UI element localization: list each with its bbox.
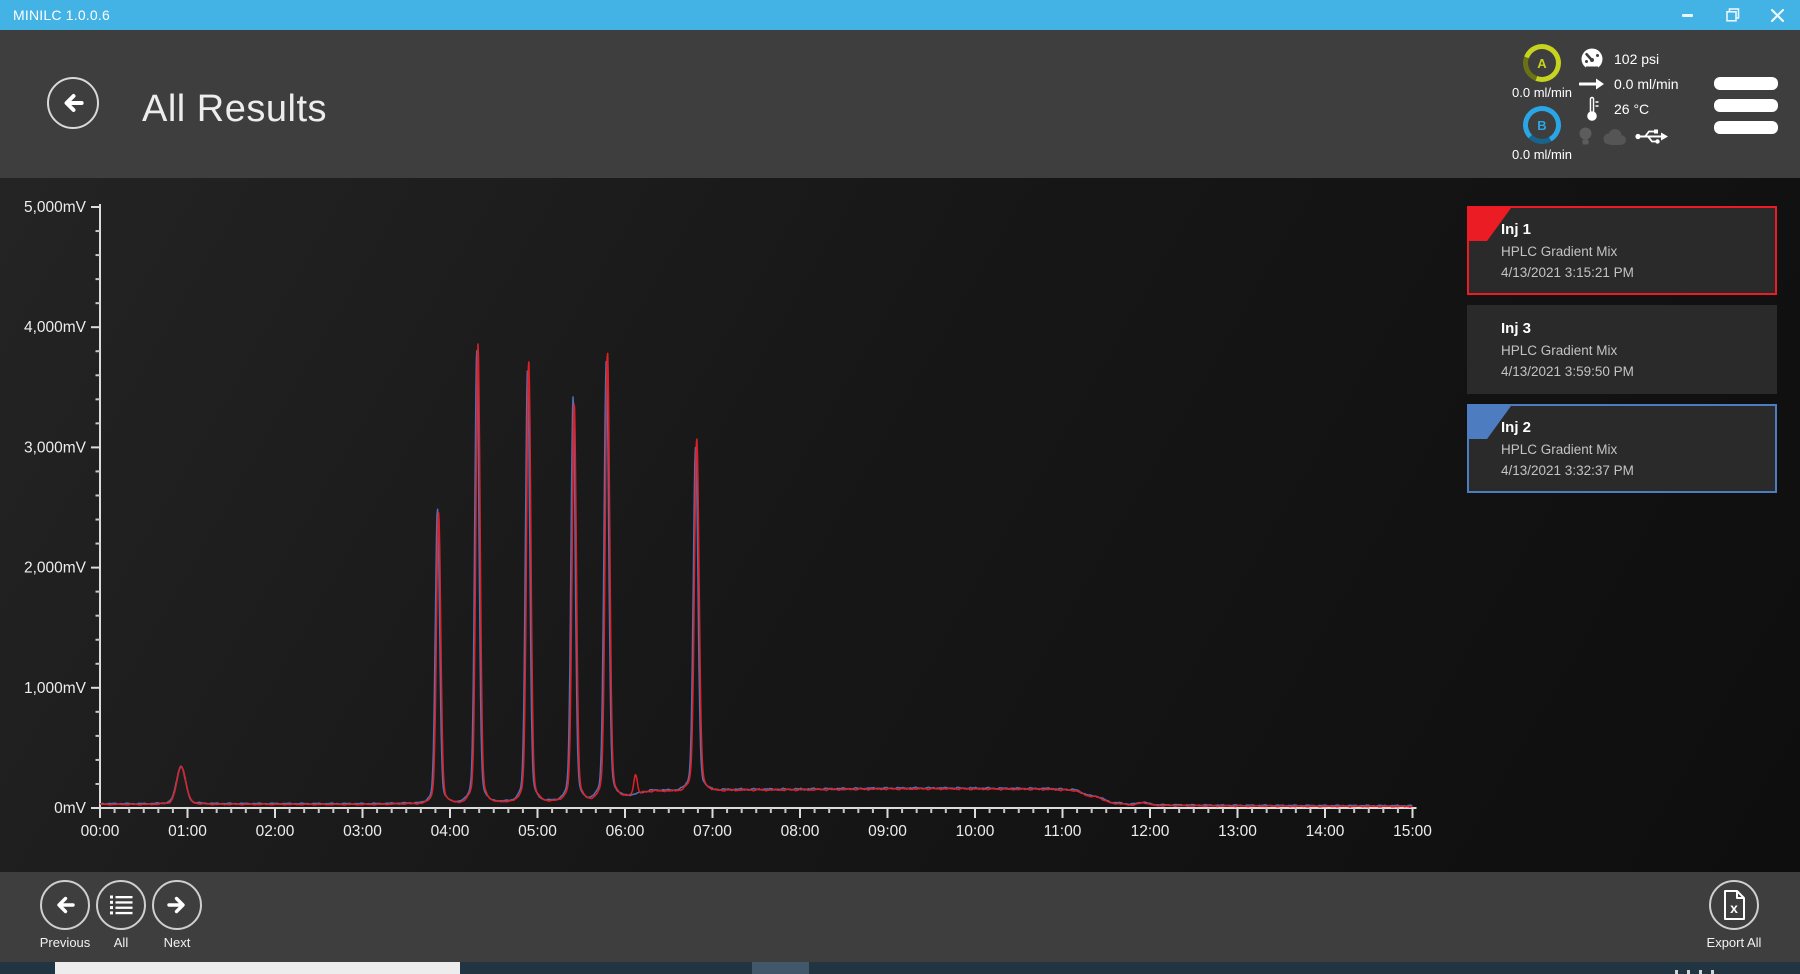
x-tick-label: 11:00 xyxy=(1044,823,1082,840)
pressure-value: 102 psi xyxy=(1614,51,1660,67)
result-name: Inj 1 xyxy=(1501,221,1532,238)
flow-status: 0.0 ml/min xyxy=(1578,73,1688,95)
result-method: HPLC Gradient Mix xyxy=(1501,343,1618,358)
x-tick-label: 09:00 xyxy=(868,823,907,840)
x-tick-label: 01:00 xyxy=(168,823,207,840)
excel-export-icon: x xyxy=(1723,890,1745,920)
result-card[interactable]: Inj 2 HPLC Gradient Mix 4/13/2021 3:32:37 … xyxy=(1467,404,1777,493)
usb-icon xyxy=(1635,129,1668,144)
taskbar-clock-clipped xyxy=(1675,970,1714,974)
header: All Results A 0.0 ml/min B 0.0 ml/min xyxy=(0,30,1800,178)
result-timestamp: 4/13/2021 3:15:21 PM xyxy=(1501,265,1634,280)
chart-axes xyxy=(99,204,1417,809)
y-tick-label: 3,000mV xyxy=(24,439,87,456)
menu-icon xyxy=(1714,77,1778,90)
pump-b-flow: 0.0 ml/min xyxy=(1512,147,1572,162)
x-tick-label: 05:00 xyxy=(518,823,557,840)
main-area: 0mV 1,000mV 2,000mV 3,000mV 4,000mV 5,000mV 00… xyxy=(0,178,1800,872)
previous-button[interactable]: Previous xyxy=(37,880,93,950)
os-taskbar[interactable] xyxy=(0,962,1800,974)
flow-value: 0.0 ml/min xyxy=(1614,76,1679,92)
pump-b-label: B xyxy=(1528,111,1556,139)
x-tick-label: 03:00 xyxy=(343,823,382,840)
x-tick-label: 14:00 xyxy=(1306,823,1345,840)
all-button[interactable]: All xyxy=(93,880,149,950)
result-method: HPLC Gradient Mix xyxy=(1501,442,1618,457)
pump-a-indicator[interactable]: A xyxy=(1523,44,1561,82)
taskbar-item[interactable] xyxy=(752,962,809,974)
all-label: All xyxy=(113,935,129,950)
x-tick-label: 10:00 xyxy=(956,823,995,840)
x-tick-label: 13:00 xyxy=(1218,823,1257,840)
x-tick-label: 07:00 xyxy=(693,823,732,840)
list-icon xyxy=(109,895,132,914)
pressure-status: 102 psi xyxy=(1578,48,1688,71)
flow-arrow-icon xyxy=(1579,78,1604,90)
bottom-toolbar: Previous All Next xyxy=(0,872,1800,962)
thermometer-icon xyxy=(1587,96,1599,121)
window-title: MINILC 1.0.0.6 xyxy=(13,7,110,23)
pump-a-flow: 0.0 ml/min xyxy=(1512,85,1572,100)
back-arrow-icon xyxy=(64,94,84,112)
y-tick-label: 2,000mV xyxy=(24,560,87,577)
restore-icon xyxy=(1725,8,1739,22)
export-all-button[interactable]: x Export All xyxy=(1696,880,1772,950)
next-button[interactable]: Next xyxy=(149,880,205,950)
y-tick-label: 0mV xyxy=(54,800,87,817)
titlebar[interactable]: MINILC 1.0.0.6 xyxy=(0,0,1800,30)
chromatogram-chart[interactable]: 0mV 1,000mV 2,000mV 3,000mV 4,000mV 5,000mV 00… xyxy=(0,178,1460,872)
restore-button[interactable] xyxy=(1710,0,1755,30)
y-tick-label: 1,000mV xyxy=(24,680,87,697)
previous-label: Previous xyxy=(39,935,91,950)
pressure-gauge-icon xyxy=(1581,48,1603,71)
trace-inj2 xyxy=(99,349,1413,808)
cloud-icon xyxy=(1603,128,1626,145)
pump-a-label: A xyxy=(1528,49,1556,77)
back-button[interactable] xyxy=(47,77,99,129)
pump-b-indicator[interactable]: B xyxy=(1523,106,1561,144)
x-tick-label: 02:00 xyxy=(256,823,295,840)
result-card[interactable]: Inj 1 HPLC Gradient Mix 4/13/2021 3:15:21 … xyxy=(1467,206,1777,295)
svg-text:x: x xyxy=(1730,900,1738,916)
result-timestamp: 4/13/2021 3:59:50 PM xyxy=(1501,364,1634,379)
x-tick-label: 04:00 xyxy=(431,823,470,840)
x-tick-label: 12:00 xyxy=(1131,823,1170,840)
x-tick-label: 06:00 xyxy=(606,823,645,840)
next-arrow-icon xyxy=(167,896,185,914)
taskbar-active-app[interactable] xyxy=(55,962,460,974)
result-card[interactable]: Inj 3 HPLC Gradient Mix 4/13/2021 3:59:50 … xyxy=(1467,305,1777,394)
close-button[interactable] xyxy=(1755,0,1800,30)
x-tick-label: 15:00 xyxy=(1393,823,1432,840)
export-all-label: Export All xyxy=(1706,935,1762,950)
temperature-status: 26 °C xyxy=(1578,96,1688,121)
close-icon xyxy=(1771,8,1784,22)
result-timestamp: 4/13/2021 3:32:37 PM xyxy=(1501,463,1634,478)
next-label: Next xyxy=(163,935,191,950)
minimize-button[interactable] xyxy=(1665,0,1710,30)
result-name: Inj 2 xyxy=(1501,419,1532,436)
page-title: All Results xyxy=(142,88,327,130)
status-cluster: A 0.0 ml/min B 0.0 ml/min xyxy=(1506,30,1778,178)
x-tick-label: 00:00 xyxy=(81,823,120,840)
lamp-icon xyxy=(1579,127,1592,145)
x-tick-label: 08:00 xyxy=(781,823,820,840)
results-list: Inj 1 HPLC Gradient Mix 4/13/2021 3:15:21 … xyxy=(1467,206,1777,493)
y-tick-label: 4,000mV xyxy=(24,319,87,336)
y-tick-label: 5,000mV xyxy=(24,199,87,216)
trace-inj1 xyxy=(99,343,1413,808)
minimize-icon xyxy=(1682,13,1693,17)
result-method: HPLC Gradient Mix xyxy=(1501,244,1618,259)
previous-arrow-icon xyxy=(57,896,75,914)
temperature-value: 26 °C xyxy=(1614,101,1650,117)
result-name: Inj 3 xyxy=(1501,320,1532,337)
menu-button[interactable] xyxy=(1714,77,1778,178)
